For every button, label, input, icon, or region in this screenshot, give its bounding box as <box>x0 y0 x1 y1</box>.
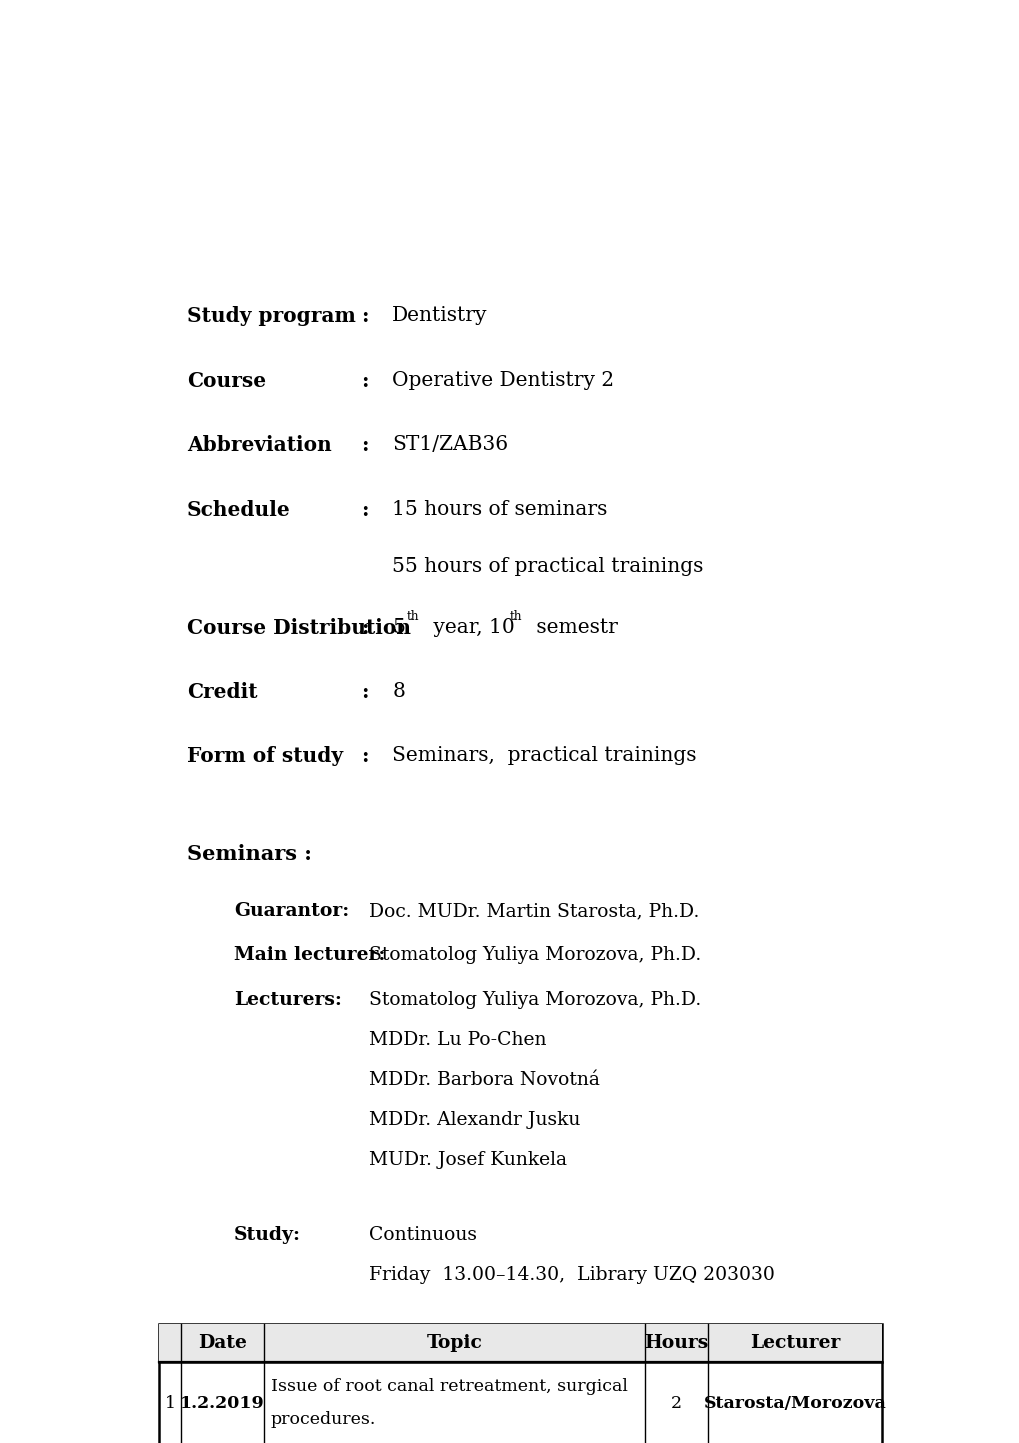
Text: Credit: Credit <box>186 683 257 703</box>
Text: Continuous: Continuous <box>368 1227 476 1244</box>
Text: MUDr. Josef Kunkela: MUDr. Josef Kunkela <box>368 1152 566 1169</box>
Text: 55 hours of practical trainings: 55 hours of practical trainings <box>392 557 703 576</box>
Text: Form of study: Form of study <box>186 746 342 766</box>
Bar <box>159 1325 881 1443</box>
Text: procedures.: procedures. <box>270 1411 376 1429</box>
Text: :: : <box>361 683 368 703</box>
Text: :: : <box>361 618 368 638</box>
Text: Issue of root canal retreatment, surgical: Issue of root canal retreatment, surgica… <box>270 1378 627 1395</box>
Text: Hours: Hours <box>644 1335 708 1352</box>
Text: year, 10: year, 10 <box>427 618 515 636</box>
Text: Stomatolog Yuliya Morozova, Ph.D.: Stomatolog Yuliya Morozova, Ph.D. <box>368 947 700 964</box>
Text: Guarantor:: Guarantor: <box>234 902 350 921</box>
Text: Starosta/Morozova: Starosta/Morozova <box>703 1394 886 1411</box>
Text: :: : <box>361 306 368 326</box>
Text: :: : <box>361 746 368 766</box>
Text: MDDr. Barbora Novotná: MDDr. Barbora Novotná <box>368 1071 599 1089</box>
Text: Abbreviation: Abbreviation <box>186 436 331 456</box>
Text: Operative Dentistry 2: Operative Dentistry 2 <box>392 371 613 390</box>
Text: MDDr. Lu Po-Chen: MDDr. Lu Po-Chen <box>368 1030 545 1049</box>
Text: Lecturer: Lecturer <box>749 1335 840 1352</box>
Text: :: : <box>361 499 368 519</box>
Text: Dentistry: Dentistry <box>392 306 487 326</box>
Bar <box>159 1325 881 1362</box>
Text: Friday  13.00–14.30,  Library UZQ 203030: Friday 13.00–14.30, Library UZQ 203030 <box>368 1267 773 1284</box>
Text: Doc. MUDr. Martin Starosta, Ph.D.: Doc. MUDr. Martin Starosta, Ph.D. <box>368 902 698 921</box>
Text: Topic: Topic <box>426 1335 482 1352</box>
Text: Course Distribution: Course Distribution <box>186 618 411 638</box>
Text: Schedule: Schedule <box>186 499 290 519</box>
Text: 2: 2 <box>671 1394 682 1411</box>
Text: 8: 8 <box>392 683 405 701</box>
Text: MDDr. Alexandr Jusku: MDDr. Alexandr Jusku <box>368 1111 580 1128</box>
Text: :: : <box>361 371 368 391</box>
Text: Seminars,  practical trainings: Seminars, practical trainings <box>392 746 696 765</box>
Text: Course: Course <box>186 371 266 391</box>
Text: th: th <box>508 610 522 623</box>
Text: Lecturers:: Lecturers: <box>234 991 341 1009</box>
Text: 1: 1 <box>164 1394 175 1411</box>
Text: Study:: Study: <box>234 1227 301 1244</box>
Text: 5: 5 <box>392 618 405 636</box>
Text: Study program: Study program <box>186 306 356 326</box>
Text: Seminars :: Seminars : <box>186 844 312 864</box>
Text: th: th <box>407 610 419 623</box>
Text: ST1/ZAB36: ST1/ZAB36 <box>392 436 507 455</box>
Text: Stomatolog Yuliya Morozova, Ph.D.: Stomatolog Yuliya Morozova, Ph.D. <box>368 991 700 1009</box>
Text: Main lecturer:: Main lecturer: <box>234 947 385 964</box>
Text: :: : <box>361 436 368 456</box>
Text: 15 hours of seminars: 15 hours of seminars <box>392 499 607 519</box>
Text: 1.2.2019: 1.2.2019 <box>180 1394 265 1411</box>
Text: Date: Date <box>198 1335 247 1352</box>
Text: semestr: semestr <box>529 618 618 636</box>
